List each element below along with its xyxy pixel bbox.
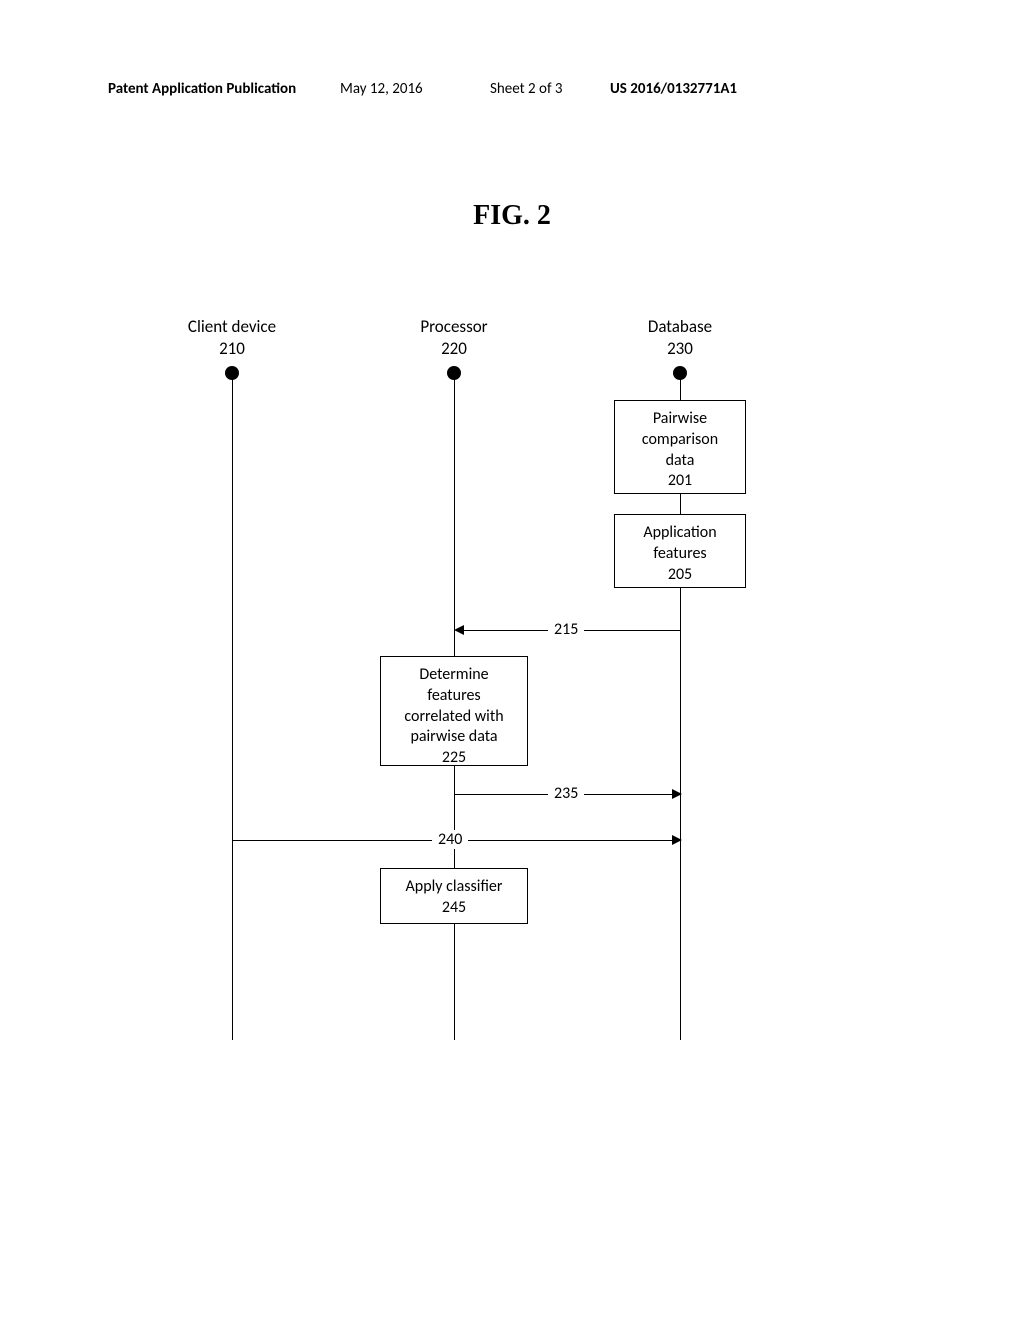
header-pub-type: Patent Application Publication bbox=[108, 80, 296, 98]
lifeline-client bbox=[232, 376, 233, 1040]
col-client-name: Client device bbox=[172, 316, 292, 338]
arrow-240-label: 240 bbox=[432, 830, 468, 849]
patent-page: Patent Application Publication May 12, 2… bbox=[0, 0, 1024, 1320]
arrow-240-head bbox=[672, 835, 682, 845]
col-database-name: Database bbox=[620, 316, 740, 338]
box-pairwise-line2: comparison bbox=[619, 430, 741, 451]
box-app-features: Application features 205 bbox=[614, 514, 746, 588]
arrow-235-head bbox=[672, 789, 682, 799]
box-determine-line3: correlated with bbox=[385, 707, 523, 728]
box-appfeat-line3: 205 bbox=[619, 565, 741, 586]
header-date: May 12, 2016 bbox=[340, 80, 423, 98]
box-appfeat-line2: features bbox=[619, 544, 741, 565]
col-label-database: Database 230 bbox=[620, 316, 740, 360]
col-client-ref: 210 bbox=[172, 338, 292, 360]
col-label-processor: Processor 220 bbox=[394, 316, 514, 360]
box-appfeat-line1: Application bbox=[619, 523, 741, 544]
box-determine-line2: features bbox=[385, 686, 523, 707]
box-pairwise-line4: 201 bbox=[619, 471, 741, 492]
box-pairwise-data: Pairwise comparison data 201 bbox=[614, 400, 746, 494]
box-pairwise-line3: data bbox=[619, 451, 741, 472]
box-determine-line5: 225 bbox=[385, 748, 523, 769]
col-processor-ref: 220 bbox=[394, 338, 514, 360]
arrow-235-label: 235 bbox=[548, 784, 584, 803]
arrow-215-head bbox=[454, 625, 464, 635]
box-determine-line4: pairwise data bbox=[385, 727, 523, 748]
figure-title: FIG. 2 bbox=[0, 200, 1024, 232]
connector-pairwise-appfeat bbox=[680, 494, 681, 514]
box-determine-line1: Determine bbox=[385, 665, 523, 686]
col-database-ref: 230 bbox=[620, 338, 740, 360]
header-sheet: Sheet 2 of 3 bbox=[490, 80, 563, 98]
col-label-client: Client device 210 bbox=[172, 316, 292, 360]
box-pairwise-line1: Pairwise bbox=[619, 409, 741, 430]
box-classifier-line2: 245 bbox=[385, 898, 523, 919]
arrow-215-label: 215 bbox=[548, 620, 584, 639]
sequence-diagram: Client device 210 Processor 220 Database… bbox=[0, 300, 1024, 1050]
box-classifier-line1: Apply classifier bbox=[385, 877, 523, 898]
box-apply-classifier: Apply classifier 245 bbox=[380, 868, 528, 924]
col-processor-name: Processor bbox=[394, 316, 514, 338]
header-pubno: US 2016/0132771A1 bbox=[610, 80, 737, 98]
box-determine-features: Determine features correlated with pairw… bbox=[380, 656, 528, 766]
